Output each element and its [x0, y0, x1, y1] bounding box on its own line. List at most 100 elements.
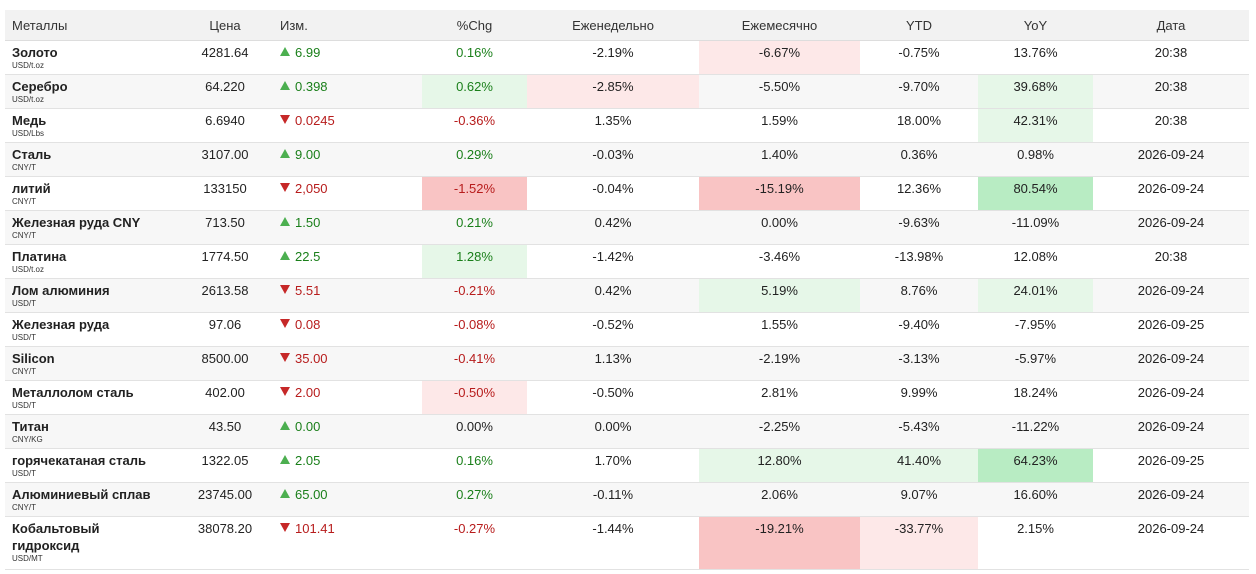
ytd-value: -9.70% — [898, 79, 940, 94]
date-cell: 20:38 — [1093, 244, 1249, 279]
metal-unit: USD/T — [12, 401, 36, 410]
table-row[interactable]: Металлолом сталь USD/T 402.00 2.00 -0.50% -0.… — [5, 380, 1249, 415]
ytd-value: -33.77% — [894, 521, 944, 536]
metal-name-cell[interactable]: Железная руда USD/T — [5, 312, 170, 347]
table-row[interactable]: Серебро USD/t.oz 64.220 0.398 0.62% -2.85% -5.… — [5, 74, 1249, 109]
table-row[interactable]: Золото USD/t.oz 4281.64 6.99 0.16% -2.19% -6.6… — [5, 40, 1249, 75]
table-row[interactable]: горячекатаная сталь USD/T 1322.05 2.05 0.16%… — [5, 448, 1249, 483]
metal-name-link[interactable]: Железная руда — [12, 317, 110, 332]
change-value: 0.398 — [295, 79, 328, 94]
metal-name-cell[interactable]: Silicon CNY/T — [5, 346, 170, 381]
metal-name-cell[interactable]: Алюминиевый сплав CNY/T — [5, 482, 170, 517]
change-cell: 5.51 — [280, 278, 422, 313]
metal-name-link[interactable]: горячекатаная сталь — [12, 453, 147, 468]
pct-chg-cell: -0.50% — [422, 380, 527, 415]
header-yoy[interactable]: YoY — [978, 10, 1093, 41]
metal-name-cell[interactable]: горячекатаная сталь USD/T — [5, 448, 170, 483]
metal-name-cell[interactable]: Платина USD/t.oz — [5, 244, 170, 279]
table-row[interactable]: Железная руда USD/T 97.06 0.08 -0.08% -0.52% 1… — [5, 312, 1249, 347]
metal-name-link[interactable]: Лом алюминия — [12, 283, 110, 298]
metal-name-cell[interactable]: Титан CNY/KG — [5, 414, 170, 449]
metal-name-cell[interactable]: Серебро USD/t.oz — [5, 74, 170, 109]
table-row[interactable]: Алюминиевый сплав CNY/T 23745.00 65.00 0.27%… — [5, 482, 1249, 517]
table-row[interactable]: Титан CNY/KG 43.50 0.00 0.00% 0.00% -2.25% -5.4… — [5, 414, 1249, 449]
metal-name-link[interactable]: Золото — [12, 45, 58, 60]
metal-name-cell[interactable]: Железная руда CNY CNY/T — [5, 210, 170, 245]
metal-name-link[interactable]: Металлолом сталь — [12, 385, 134, 400]
monthly-value: -6.67% — [758, 45, 801, 60]
yoy-cell: 39.68% — [978, 74, 1093, 109]
monthly-cell: -19.21% — [699, 516, 860, 570]
date-value: 20:38 — [1154, 249, 1188, 264]
table-row[interactable]: Кобальтовый гидроксид USD/MT 38078.20 101.4… — [5, 516, 1249, 570]
weekly-value: 0.00% — [594, 419, 632, 434]
metal-name-cell[interactable]: Кобальтовый гидроксид USD/MT — [5, 516, 170, 570]
metal-name-cell[interactable]: Сталь CNY/T — [5, 142, 170, 177]
yoy-cell: 2.15% — [978, 516, 1093, 570]
table-row[interactable]: Сталь CNY/T 3107.00 9.00 0.29% -0.03% 1.40% 0.3… — [5, 142, 1249, 177]
pct-chg-cell: -1.52% — [422, 176, 527, 211]
metal-name-link[interactable]: Платина — [12, 249, 67, 264]
yoy-value: 2.15% — [1017, 521, 1054, 536]
metal-name-link[interactable]: Медь — [12, 113, 47, 128]
arrow-up-icon — [280, 489, 290, 498]
table-header-row: Металлы Цена Изм. %Chg Еженедельно Ежеме… — [5, 10, 1249, 41]
change-cell: 35.00 — [280, 346, 422, 381]
ytd-value: -9.63% — [898, 215, 940, 230]
date-value: 2026-09-24 — [1137, 521, 1205, 536]
monthly-value: 1.59% — [761, 113, 798, 128]
metal-name-link[interactable]: Титан — [12, 419, 49, 434]
weekly-cell: -1.42% — [527, 244, 699, 279]
metal-name-link[interactable]: Кобальтовый гидроксид — [12, 521, 100, 553]
ytd-value: 12.36% — [896, 181, 942, 196]
arrow-up-icon — [280, 455, 290, 464]
table-row[interactable]: Silicon CNY/T 8500.00 35.00 -0.41% 1.13% -2.19… — [5, 346, 1249, 381]
metal-name-link[interactable]: Серебро — [12, 79, 68, 94]
price-value: 4281.64 — [201, 45, 249, 60]
metal-name-cell[interactable]: литий CNY/T — [5, 176, 170, 211]
monthly-cell: 0.00% — [699, 210, 860, 245]
metal-unit: USD/T — [12, 299, 36, 308]
metal-name-link[interactable]: Silicon — [12, 351, 55, 366]
change-value: 101.41 — [295, 521, 335, 536]
yoy-value: -5.97% — [1014, 351, 1057, 366]
table-row[interactable]: Платина USD/t.oz 1774.50 22.5 1.28% -1.42% -3.… — [5, 244, 1249, 279]
weekly-cell: 0.00% — [527, 414, 699, 449]
pct-chg-value: 0.21% — [456, 215, 493, 230]
change-value: 0.08 — [295, 317, 321, 332]
price-cell: 133150 — [170, 176, 280, 211]
header-pct-chg[interactable]: %Chg — [422, 10, 527, 41]
header-ytd[interactable]: YTD — [860, 10, 978, 41]
pct-chg-cell: -0.08% — [422, 312, 527, 347]
monthly-cell: 2.06% — [699, 482, 860, 517]
table-row[interactable]: Железная руда CNY CNY/T 713.50 1.50 0.21% 0.4… — [5, 210, 1249, 245]
metal-name-cell[interactable]: Металлолом сталь USD/T — [5, 380, 170, 415]
metal-name-cell[interactable]: Медь USD/Lbs — [5, 108, 170, 143]
header-metals[interactable]: Металлы — [5, 10, 170, 41]
monthly-cell: 2.81% — [699, 380, 860, 415]
metal-name-link[interactable]: Сталь — [12, 147, 52, 162]
date-cell: 2026-09-24 — [1093, 176, 1249, 211]
header-change[interactable]: Изм. — [280, 10, 422, 41]
header-weekly[interactable]: Еженедельно — [527, 10, 699, 41]
ytd-value: -0.75% — [898, 45, 940, 60]
table-row[interactable]: Лом алюминия USD/T 2613.58 5.51 -0.21% 0.42% 5… — [5, 278, 1249, 313]
change-cell: 2.00 — [280, 380, 422, 415]
pct-chg-value: -0.08% — [453, 317, 496, 332]
yoy-cell: -11.22% — [978, 414, 1093, 449]
metal-name-link[interactable]: литий — [12, 181, 51, 196]
metal-name-link[interactable]: Железная руда CNY — [12, 215, 141, 230]
header-price[interactable]: Цена — [170, 10, 280, 41]
monthly-cell: 1.40% — [699, 142, 860, 177]
table-row[interactable]: Медь USD/Lbs 6.6940 0.0245 -0.36% 1.35% 1.59% 1… — [5, 108, 1249, 143]
metal-name-cell[interactable]: Лом алюминия USD/T — [5, 278, 170, 313]
weekly-cell: -0.52% — [527, 312, 699, 347]
header-monthly[interactable]: Ежемесячно — [699, 10, 860, 41]
metal-unit: USD/MT — [12, 554, 43, 563]
metal-name-cell[interactable]: Золото USD/t.oz — [5, 40, 170, 75]
header-date[interactable]: Дата — [1093, 10, 1249, 41]
pct-chg-value: -0.27% — [453, 521, 496, 536]
table-row[interactable]: литий CNY/T 133150 2,050 -1.52% -0.04% -15.19%… — [5, 176, 1249, 211]
price-cell: 6.6940 — [170, 108, 280, 143]
metal-name-link[interactable]: Алюминиевый сплав — [12, 487, 151, 502]
